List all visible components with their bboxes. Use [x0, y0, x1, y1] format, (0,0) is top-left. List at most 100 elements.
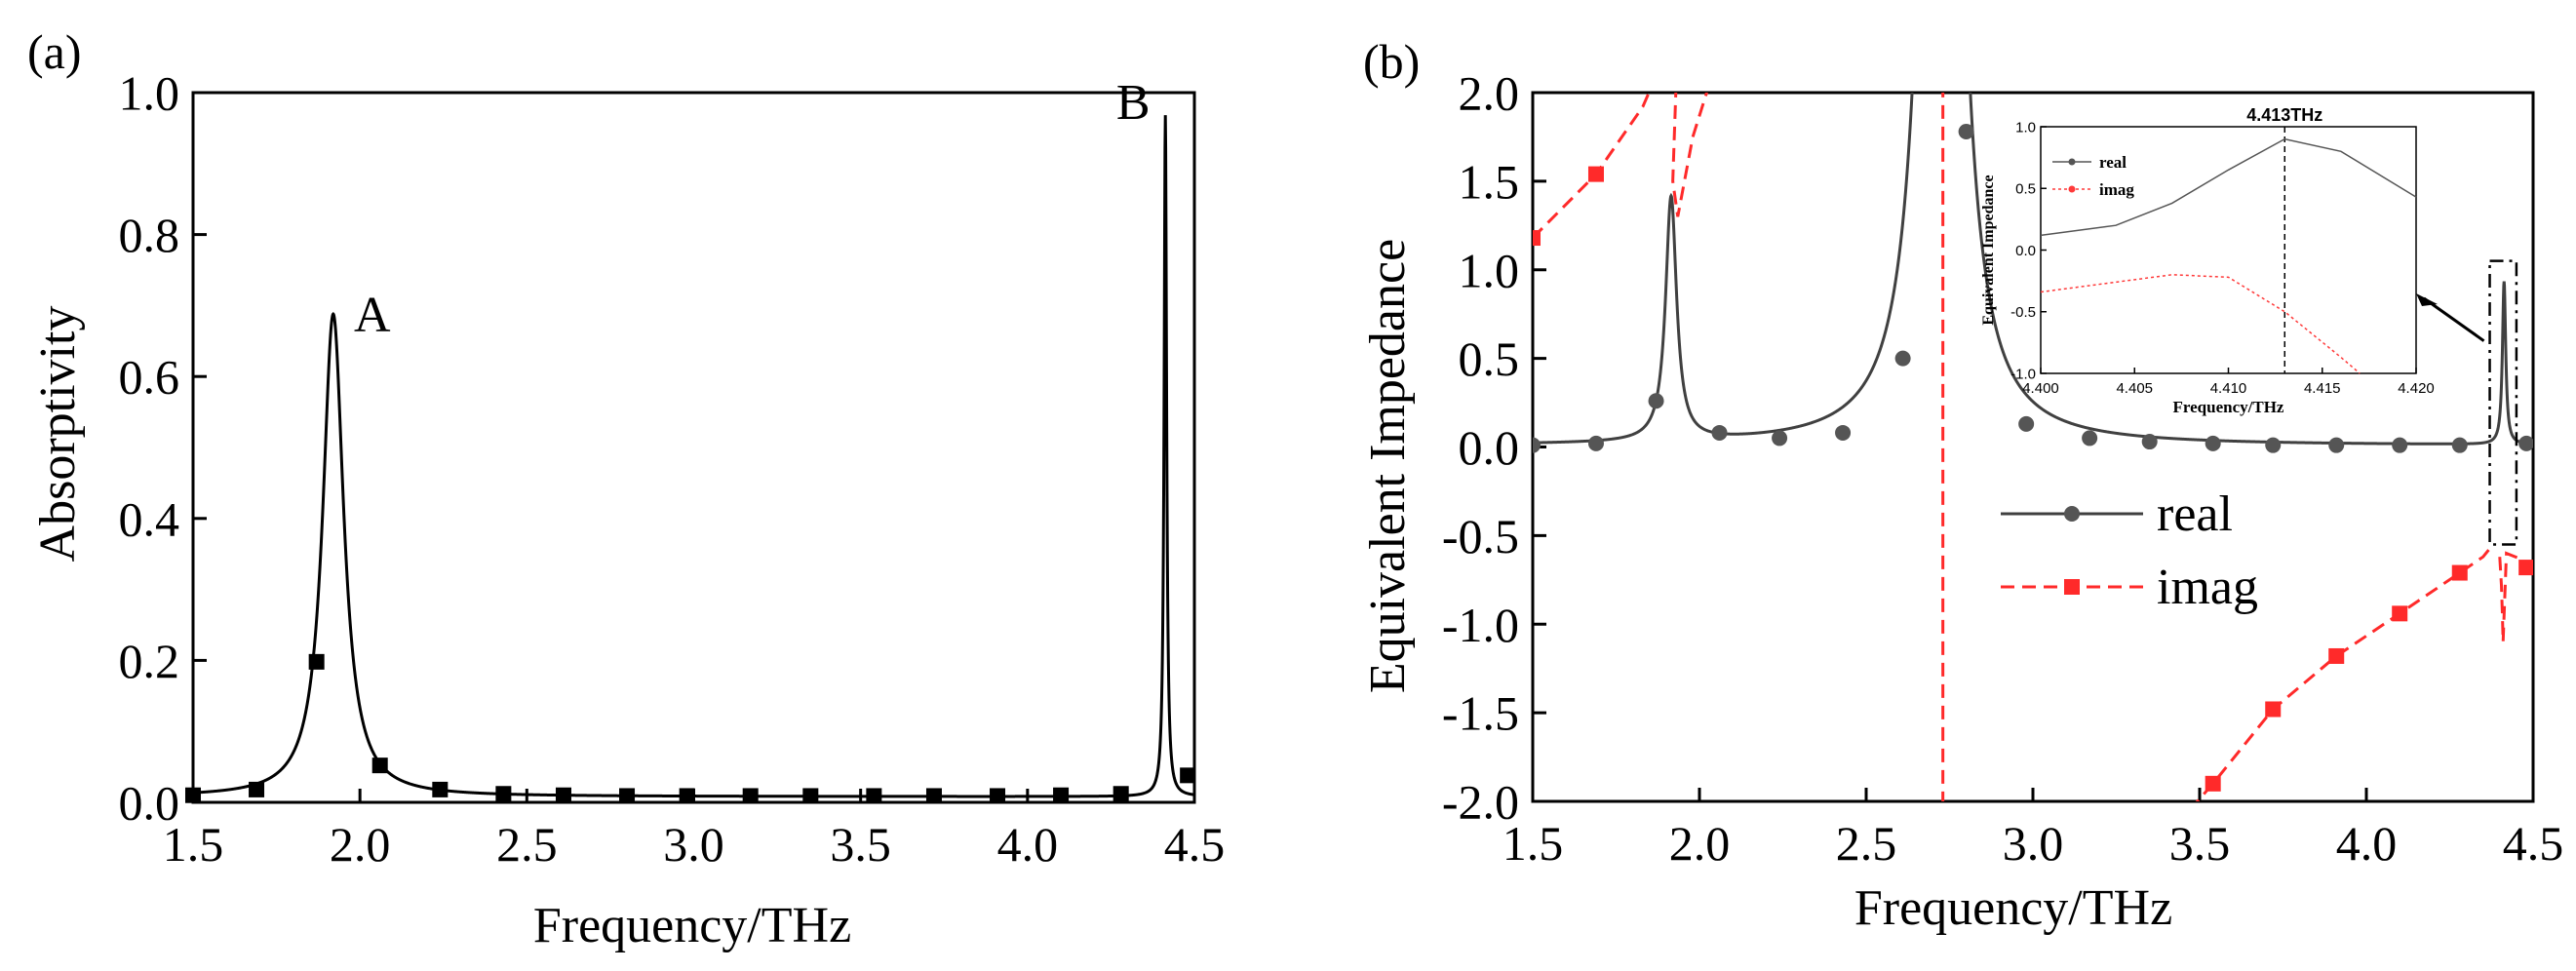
- real-marker: [1894, 350, 1911, 367]
- axes-b: 1.5 2.0 2.5 3.0 3.5 4.0 4.5 -2.0 -1.5 -1.0 -0.5 0.0…: [1442, 66, 2563, 872]
- plot-frame: [191, 91, 1196, 804]
- zoom-arrow-head: [2416, 293, 2438, 306]
- inset-y-axis-label: Equivalent Impedance: [1980, 175, 1997, 325]
- inset-background: [2041, 127, 2416, 373]
- real-marker: [1772, 430, 1788, 447]
- real-marker: [1648, 393, 1664, 409]
- y-tick-label: 2.0: [1459, 66, 1520, 121]
- y-tick-label: 1.5: [1459, 154, 1520, 209]
- inset-legend-label-imag: imag: [2099, 180, 2134, 199]
- x-tick-label: 4.415: [2304, 380, 2341, 397]
- x-tick-label: 4.0: [2336, 816, 2398, 871]
- x-tick-label: 4.410: [2210, 380, 2247, 397]
- absorptivity-line: [192, 115, 1195, 798]
- legend-marker-real: [2064, 506, 2080, 522]
- y-tick-label: -2.0: [1442, 775, 1519, 830]
- y-axis-label-a: Absorptivity: [30, 306, 86, 563]
- absorptivity-marker: [802, 788, 819, 804]
- real-marker: [2328, 437, 2345, 453]
- absorptivity-marker: [866, 788, 882, 804]
- real-marker: [1533, 437, 1541, 453]
- peak-annotation: A: [354, 288, 391, 343]
- inset-title: 4.413THz: [2246, 105, 2322, 125]
- zoom-arrow-line: [2423, 296, 2485, 342]
- y-axis-label-b: Equivalent Impedance: [1360, 239, 1416, 693]
- x-tick-label: 2.0: [330, 817, 391, 872]
- y-tick-label: -0.5: [2010, 304, 2036, 321]
- panel-label-a: (a): [27, 24, 82, 79]
- x-tick-label: 2.5: [1836, 816, 1897, 871]
- absorptivity-marker: [619, 788, 636, 804]
- inset-legend-marker-real: [2068, 158, 2076, 166]
- x-tick-label: 2.0: [1669, 816, 1731, 871]
- x-tick-label: 3.0: [663, 817, 724, 872]
- imag-marker: [1587, 166, 1604, 182]
- plot-area-a: AB: [185, 75, 1196, 804]
- legend-label-real: real: [2157, 486, 2233, 542]
- imag-marker: [1533, 230, 1541, 247]
- y-tick-label: 0.2: [119, 634, 180, 688]
- x-tick-label: 1.5: [163, 817, 224, 872]
- y-tick-label: 0.0: [1459, 420, 1520, 475]
- absorptivity-marker: [249, 781, 265, 797]
- inset-real-line: [2040, 137, 2417, 237]
- real-marker: [2518, 435, 2533, 451]
- y-tick-label: -1.5: [1442, 686, 1519, 741]
- absorptivity-marker: [555, 787, 571, 803]
- imag-marker: [2265, 701, 2282, 718]
- x-axis-label-a: Frequency/THz: [533, 898, 851, 953]
- imag-marker: [2392, 605, 2408, 622]
- x-tick-label: 2.5: [496, 817, 558, 872]
- absorptivity-marker: [990, 788, 1006, 804]
- imag-marker: [2205, 775, 2221, 792]
- peak-annotation: B: [1116, 75, 1151, 131]
- y-tick-label: 1.0: [2015, 119, 2036, 136]
- absorptivity-marker: [185, 787, 201, 803]
- legend-label-imag: imag: [2157, 560, 2258, 615]
- absorptivity-marker: [1180, 767, 1196, 784]
- imag-line: [1671, 93, 1708, 217]
- absorptivity-marker: [925, 788, 942, 804]
- real-marker: [1587, 435, 1604, 451]
- x-tick-label: 3.5: [2169, 816, 2231, 871]
- axes-a: 1.5 2.0 2.5 3.0 3.5 4.0 4.5 0.0 0.2 0.4 0.6 0.8 1.0: [119, 66, 1226, 873]
- absorptivity-marker: [1112, 786, 1129, 802]
- plot-clip-b: [1533, 93, 2533, 801]
- absorptivity-marker: [432, 781, 449, 797]
- y-tick-label: 0.5: [1459, 331, 1520, 386]
- y-tick-label: -0.5: [1442, 509, 1519, 563]
- real-line: [1533, 93, 2533, 446]
- absorptivity-marker: [1053, 787, 1070, 803]
- x-tick-label: 4.400: [2022, 380, 2059, 397]
- imag-marker: [2451, 564, 2468, 581]
- real-marker: [2392, 437, 2408, 453]
- y-tick-label: -1.0: [2010, 366, 2036, 382]
- absorptivity-marker: [742, 788, 759, 804]
- legend-marker-imag: [2064, 579, 2080, 595]
- imag-line: [1533, 93, 1651, 240]
- x-tick-label: 1.5: [1503, 816, 1564, 871]
- y-tick-label: 0.6: [119, 350, 180, 405]
- x-tick-label: 3.0: [2003, 816, 2064, 871]
- inset-legend-label-real: real: [2099, 153, 2127, 172]
- zoom-box: [2488, 259, 2518, 546]
- panel-label-b: (b): [1363, 34, 1420, 89]
- inset-imag-line: [2040, 274, 2361, 374]
- x-tick-label: 4.5: [2503, 816, 2564, 871]
- y-tick-label: 1.0: [119, 66, 180, 121]
- y-tick-label: 0.0: [2015, 243, 2036, 259]
- y-tick-label: -1.0: [1442, 598, 1519, 652]
- real-marker: [1711, 424, 1728, 441]
- real-marker: [2265, 437, 2282, 453]
- real-marker: [2018, 415, 2035, 432]
- y-tick-label: 1.0: [1459, 243, 1520, 297]
- x-tick-label: 4.405: [2116, 380, 2153, 397]
- absorptivity-panel: (a) 1.5 2.0 2.5 3.0 3.5 4.0 4.5 0.0 0.2 0.4 0.6 0.8…: [27, 24, 1225, 953]
- inset-x-axis-label: Frequency/THz: [2173, 398, 2284, 416]
- axes-inset: 4.400 4.405 4.410 4.415 4.420 -1.0 -0.5 0.0 0.5 1…: [2010, 119, 2435, 397]
- absorptivity-marker: [371, 757, 388, 774]
- inset-legend-marker-imag: [2068, 185, 2076, 193]
- x-tick-label: 3.5: [830, 817, 891, 872]
- imag-marker: [2518, 560, 2533, 576]
